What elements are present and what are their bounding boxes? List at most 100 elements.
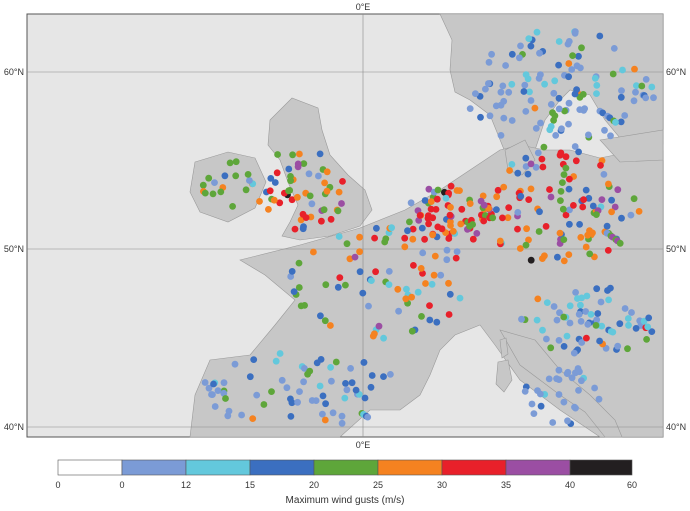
- station-dot: [560, 313, 568, 321]
- station-dot: [597, 162, 604, 169]
- station-dot: [361, 394, 369, 402]
- station-dot: [617, 93, 625, 101]
- station-dot: [335, 233, 343, 240]
- station-dot: [576, 221, 583, 228]
- colorbar-tick-label: 30: [436, 480, 448, 490]
- station-dot: [406, 218, 413, 226]
- station-dot: [534, 295, 542, 303]
- station-dot: [408, 293, 415, 301]
- station-dot: [327, 322, 334, 329]
- station-dot: [631, 65, 638, 73]
- station-dot: [375, 322, 383, 330]
- station-dot: [297, 302, 305, 310]
- station-dot: [596, 32, 604, 40]
- station-dot: [645, 314, 653, 322]
- station-dot: [343, 240, 351, 248]
- station-dot: [289, 151, 296, 159]
- station-dot: [558, 125, 565, 133]
- station-dot: [407, 199, 415, 207]
- station-dot: [571, 143, 579, 150]
- station-dot: [547, 344, 555, 352]
- station-dot: [287, 413, 295, 420]
- station-dot: [480, 201, 488, 209]
- station-dot: [447, 203, 454, 211]
- station-dot: [201, 379, 209, 386]
- station-dot: [338, 200, 345, 207]
- station-dot: [566, 319, 574, 327]
- station-dot: [566, 175, 573, 183]
- station-dot: [270, 196, 278, 204]
- station-dot: [217, 188, 225, 196]
- station-dot: [288, 196, 296, 204]
- station-dot: [220, 379, 228, 387]
- station-dot: [424, 214, 432, 222]
- station-dot: [482, 85, 489, 93]
- station-dot: [505, 88, 513, 96]
- station-dot: [328, 377, 335, 385]
- station-dot: [593, 211, 600, 219]
- station-dot: [372, 268, 379, 276]
- station-dot: [273, 169, 281, 177]
- station-dot: [368, 277, 375, 284]
- station-dot: [306, 192, 314, 200]
- station-dot: [605, 180, 612, 188]
- station-dot: [209, 391, 216, 398]
- station-dot: [557, 188, 565, 195]
- station-dot: [608, 196, 615, 204]
- station-dot: [338, 419, 346, 427]
- station-dot: [517, 42, 524, 50]
- colorbar-segment: [249, 459, 315, 476]
- station-dot: [329, 409, 337, 417]
- station-dot: [546, 126, 554, 134]
- station-dot: [582, 308, 590, 315]
- station-dot: [591, 384, 598, 392]
- station-dot: [211, 179, 218, 187]
- station-dot: [332, 358, 340, 366]
- station-dot: [603, 222, 611, 230]
- station-dot: [508, 161, 516, 168]
- landmasses: [189, 13, 664, 438]
- station-dot: [438, 225, 446, 233]
- station-dot: [565, 60, 573, 67]
- station-dot: [209, 190, 217, 198]
- station-dot: [527, 185, 535, 193]
- station-dot: [401, 234, 409, 242]
- station-dot: [445, 279, 452, 287]
- station-dot: [485, 58, 493, 66]
- station-dot: [265, 206, 272, 213]
- station-dot: [485, 80, 492, 87]
- station-dot: [231, 360, 239, 368]
- station-dot: [453, 187, 461, 194]
- station-dot: [563, 332, 571, 340]
- station-dot: [628, 309, 635, 316]
- station-dot: [205, 384, 213, 392]
- colorbar: [57, 459, 633, 476]
- station-dot: [387, 371, 394, 378]
- station-dot: [576, 368, 583, 376]
- station-dot: [522, 241, 530, 249]
- station-dot: [568, 374, 576, 382]
- station-dot: [557, 149, 565, 157]
- station-dot: [642, 76, 650, 83]
- station-dot: [630, 195, 638, 203]
- station-dot: [555, 391, 563, 398]
- station-dot: [506, 167, 513, 174]
- station-dot: [560, 171, 568, 179]
- station-dot: [291, 225, 299, 233]
- station-dot: [565, 38, 573, 45]
- station-dot: [500, 97, 508, 105]
- station-dot: [546, 186, 553, 193]
- station-dot: [369, 332, 377, 340]
- station-dot: [496, 237, 504, 245]
- station-dot: [419, 249, 427, 257]
- station-dot: [317, 356, 325, 363]
- station-dot: [205, 174, 213, 182]
- station-dot: [624, 315, 632, 322]
- station-dot: [365, 302, 372, 310]
- station-dot: [577, 64, 584, 72]
- station-dot: [316, 382, 324, 390]
- station-dot: [256, 198, 263, 205]
- station-dot: [322, 281, 330, 289]
- station-dot: [221, 172, 229, 180]
- station-dot: [425, 185, 433, 193]
